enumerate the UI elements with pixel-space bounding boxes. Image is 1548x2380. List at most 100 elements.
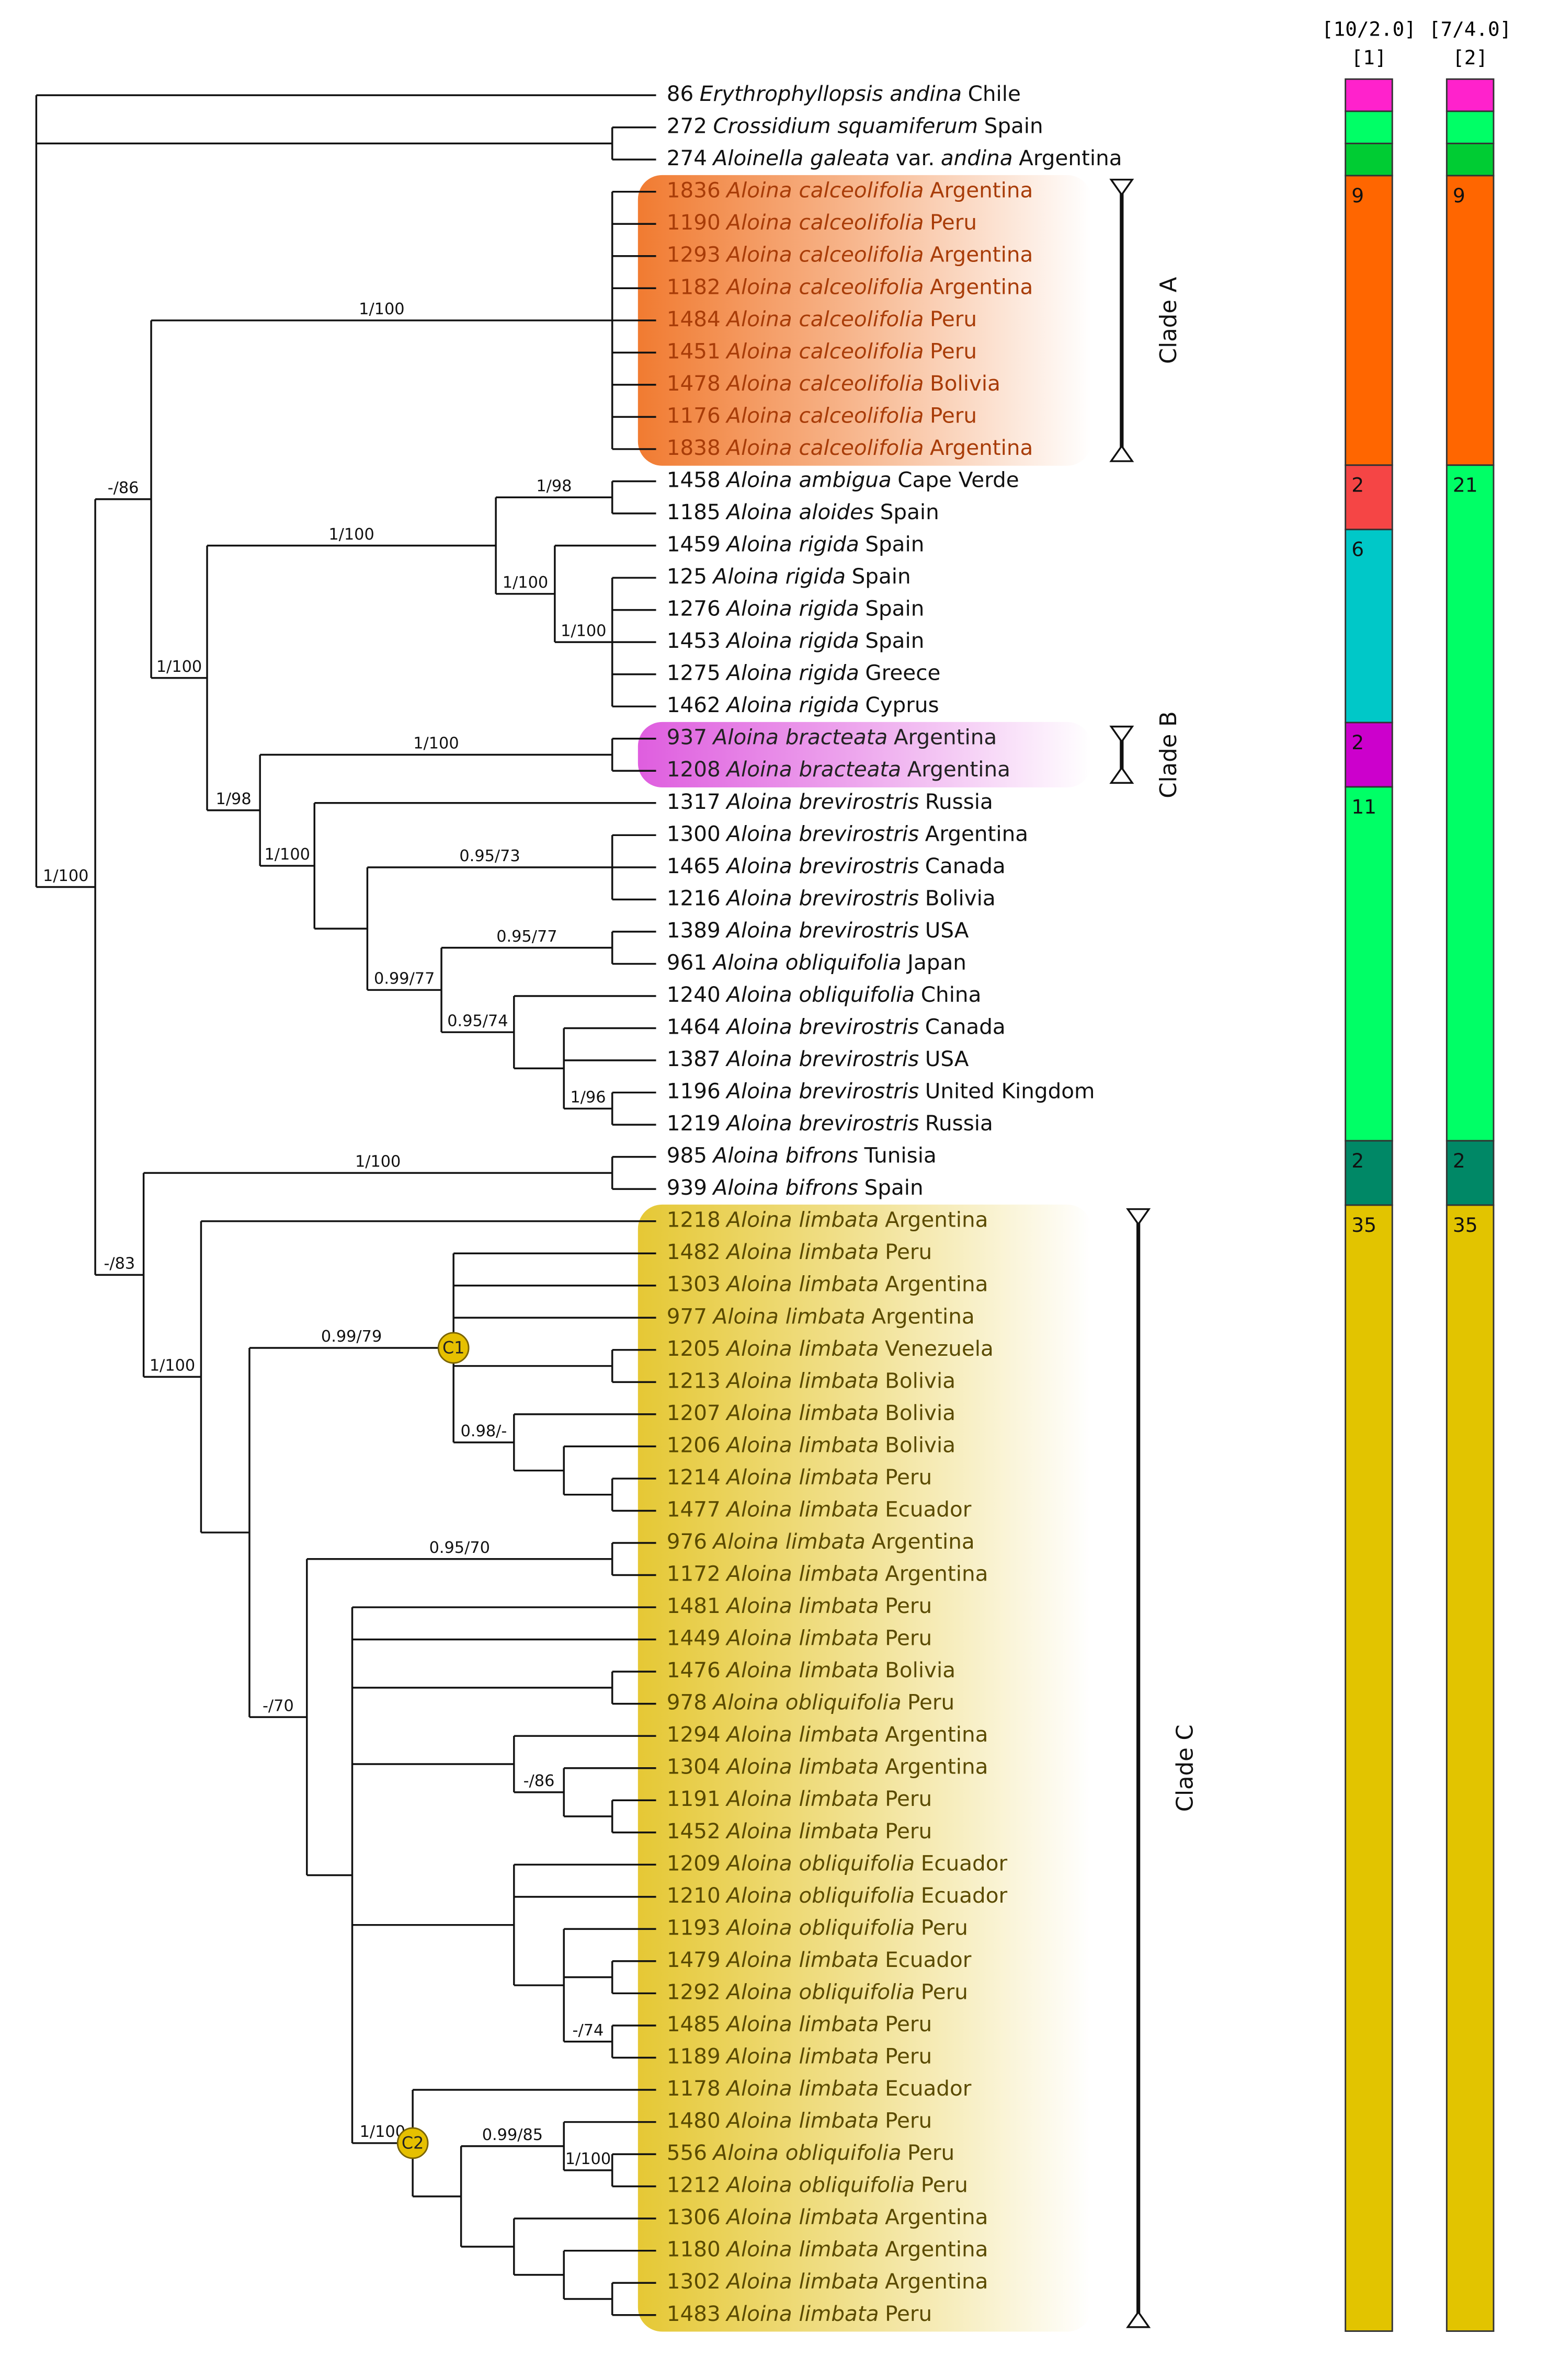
leaf-label: 1304 Aloina limbata Argentina: [667, 1754, 988, 1779]
leaf-name: Aloina obliquifolia: [712, 2140, 902, 2165]
leaf-name: Aloina calceolifolia: [725, 178, 924, 203]
leaf-locality: United Kingdom: [925, 1079, 1095, 1104]
leaf-id: 1389: [667, 918, 721, 943]
leaf-locality: Argentina: [925, 821, 1028, 846]
leaf-name: Aloina limbata: [725, 1368, 879, 1393]
leaf-locality: Ecuador: [921, 1850, 1008, 1875]
bar-segment-label: 21: [1453, 474, 1478, 497]
leaf-locality: Argentina: [885, 2237, 988, 2262]
bar-segment: [1445, 142, 1495, 177]
leaf-id: 272: [667, 113, 707, 139]
leaf-label: 985 Aloina bifrons Tunisia: [667, 1143, 937, 1168]
support-value: 1/100: [503, 574, 548, 592]
leaf-name: Aloina limbata: [725, 1626, 879, 1651]
clade-label: Clade B: [1156, 711, 1182, 798]
leaf-id: 1482: [667, 1239, 721, 1264]
leaf-name: Aloina limbata: [725, 1561, 879, 1586]
support-value: 0.95/74: [447, 1012, 508, 1030]
leaf-label: 937 Aloina bracteata Argentina: [667, 725, 997, 750]
leaf-label: 1182 Aloina calceolifolia Argentina: [667, 274, 1033, 299]
leaf-id: 274: [667, 145, 707, 170]
leaf-id: 1479: [667, 1947, 721, 1972]
leaf-locality: Peru: [885, 1626, 932, 1651]
leaf-id: 1191: [667, 1786, 721, 1811]
leaf-id: 1459: [667, 532, 721, 557]
leaf-locality: Peru: [907, 2140, 954, 2165]
bar-segment: [1345, 722, 1393, 788]
leaf-locality: Bolivia: [930, 371, 1000, 396]
support-value: 1/100: [413, 735, 459, 753]
leaf-locality: Bolivia: [885, 1657, 955, 1683]
leaf-locality: Argentina: [930, 242, 1033, 267]
leaf-id: 1483: [667, 2301, 721, 2326]
leaf-id: 977: [667, 1303, 707, 1329]
leaf-id: 1178: [667, 2076, 721, 2101]
bar-segment-label: 2: [1351, 474, 1364, 497]
leaf-locality: Spain: [880, 499, 939, 524]
leaf-id: 1452: [667, 1818, 721, 1844]
leaf-label: 1216 Aloina brevirostris Bolivia: [667, 885, 996, 910]
leaf-name: Aloina obliquifolia: [712, 949, 902, 975]
leaf-locality: Japan: [906, 949, 966, 975]
leaf-label: 978 Aloina obliquifolia Peru: [667, 1690, 954, 1715]
leaf-name: Aloinella galeata: [712, 145, 890, 170]
leaf-name: Aloina limbata: [725, 2204, 879, 2229]
leaf-locality: Spain: [865, 596, 924, 621]
leaf-locality: Argentina: [1019, 145, 1122, 170]
leaf-id: 1218: [667, 1207, 721, 1232]
leaf-label: 939 Aloina bifrons Spain: [667, 1175, 924, 1200]
leaf-label: 1484 Aloina calceolifolia Peru: [667, 306, 977, 331]
leaf-locality: Russia: [925, 789, 993, 814]
leaf-epithet: andina: [941, 145, 1013, 170]
clade-label: Clade C: [1173, 1724, 1199, 1812]
leaf-id: 1216: [667, 885, 721, 910]
leaf-label: 1212 Aloina obliquifolia Peru: [667, 2172, 968, 2198]
leaf-locality: Peru: [885, 2044, 932, 2069]
clade-bar-end: [1126, 2310, 1151, 2328]
leaf-id: 556: [667, 2140, 707, 2165]
leaf-name: Aloina obliquifolia: [725, 1979, 915, 2004]
node-marker-label: C2: [402, 2133, 424, 2153]
clade-bar-end: [1109, 725, 1134, 743]
bar-segment: [1345, 464, 1393, 531]
leaf-id: 1477: [667, 1496, 721, 1521]
leaf-id: 1480: [667, 2108, 721, 2133]
leaf-label: 1292 Aloina obliquifolia Peru: [667, 1979, 968, 2004]
support-value: 1/100: [265, 845, 310, 864]
leaf-locality: Argentina: [930, 435, 1033, 460]
leaf-name: Aloina obliquifolia: [725, 1850, 915, 1875]
labels: 86 Erythrophyllopsis andina Chile 272 Crossi…: [43, 17, 1511, 2332]
leaf-locality: Ecuador: [921, 1883, 1008, 1908]
support-value: 0.99/77: [374, 970, 435, 988]
leaf-name: Aloina limbata: [725, 1722, 879, 1747]
leaf-name: Aloina limbata: [725, 1496, 879, 1521]
leaf-label: 1464 Aloina brevirostris Canada: [667, 1014, 1006, 1039]
support-value: 1/98: [536, 477, 572, 495]
leaf-id: 1180: [667, 2237, 721, 2262]
leaf-label: 125 Aloina rigida Spain: [667, 564, 911, 589]
bar-segment-label: 2: [1351, 1149, 1364, 1172]
bar-segment: [1445, 78, 1495, 112]
leaf-label: 1205 Aloina limbata Venezuela: [667, 1336, 994, 1361]
leaf-name: Aloina calceolifolia: [725, 210, 924, 235]
leaf-name: Aloina limbata: [725, 1786, 879, 1811]
clade-bar-end: [1109, 444, 1134, 462]
support-value: 1/100: [355, 1153, 401, 1171]
leaf-name: Aloina limbata: [725, 1432, 879, 1457]
leaf-id: 1209: [667, 1850, 721, 1875]
leaf-label: 1214 Aloina limbata Peru: [667, 1464, 932, 1490]
clade-bar-end: [1126, 1208, 1151, 1226]
leaf-id: 1481: [667, 1593, 721, 1618]
clade-highlight: [638, 722, 1092, 788]
leaf-locality: Argentina: [871, 1529, 974, 1554]
leaf-locality: Peru: [885, 1464, 932, 1490]
leaf-locality: Bolivia: [925, 885, 996, 910]
leaf-label: 1479 Aloina limbata Ecuador: [667, 1947, 972, 1972]
leaf-locality: Cape Verde: [897, 467, 1019, 492]
leaf-id: 1484: [667, 306, 721, 331]
leaf-label: 1483 Aloina limbata Peru: [667, 2301, 932, 2326]
leaf-name: Aloina brevirostris: [725, 821, 919, 846]
leaf-id: 978: [667, 1690, 707, 1715]
leaf-locality: Peru: [930, 210, 977, 235]
support-value: 1/100: [565, 2150, 611, 2168]
